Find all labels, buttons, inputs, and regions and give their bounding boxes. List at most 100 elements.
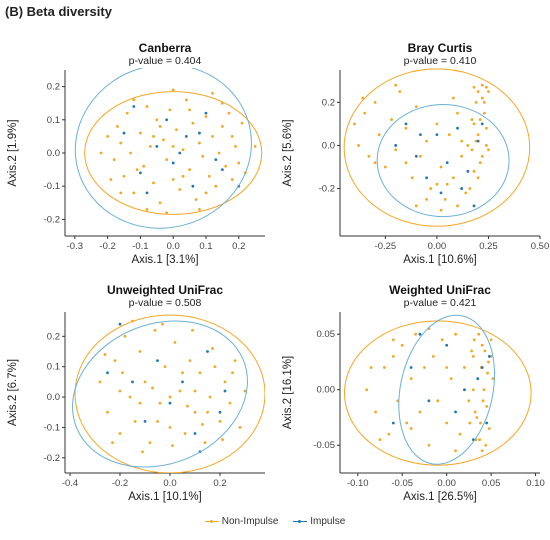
point-non-impulse (106, 135, 110, 138)
point-non-impulse (439, 165, 443, 169)
plot-title-bray-curtis: Bray Curtis (408, 41, 473, 55)
point-impulse (409, 366, 413, 369)
point-non-impulse (390, 118, 393, 121)
point-impulse (223, 389, 227, 393)
y-tick-label-canberra: 0.0 (47, 148, 60, 159)
point-non-impulse (243, 389, 247, 393)
y-tick-label-bray-curtis: 0.0 (322, 140, 335, 151)
point-non-impulse (218, 419, 222, 423)
point-non-impulse (369, 366, 373, 369)
x-tick-label-canberra: 0.1 (199, 241, 212, 252)
point-non-impulse (418, 410, 422, 414)
y-tick-label-bray-curtis: 0.2 (322, 97, 335, 108)
point-non-impulse (171, 444, 174, 448)
point-non-impulse (98, 380, 102, 384)
point-non-impulse (456, 204, 459, 208)
plot-title-canberra: Canberra (139, 41, 192, 55)
point-non-impulse (440, 338, 444, 342)
point-non-impulse (233, 359, 237, 363)
point-non-impulse (143, 380, 147, 384)
point-non-impulse (378, 438, 382, 442)
point-non-impulse (158, 201, 162, 205)
point-non-impulse (435, 122, 439, 126)
point-non-impulse (171, 178, 175, 181)
point-non-impulse (463, 366, 466, 369)
point-non-impulse (445, 366, 449, 369)
point-non-impulse (211, 91, 214, 95)
point-non-impulse (468, 187, 472, 190)
point-impulse (394, 144, 398, 147)
point-non-impulse (204, 115, 208, 118)
point-non-impulse (129, 151, 132, 155)
point-non-impulse (478, 438, 481, 442)
point-impulse (480, 366, 484, 369)
y-axis-label-canberra: Axis.2 [1.9%] (7, 119, 19, 186)
point-non-impulse (203, 441, 207, 445)
point-non-impulse (471, 388, 475, 392)
point-non-impulse (186, 404, 189, 408)
point-non-impulse (181, 174, 185, 178)
legend-key-non-impulse (204, 518, 219, 526)
point-non-impulse (410, 176, 414, 180)
point-non-impulse (106, 410, 109, 414)
point-non-impulse (158, 401, 162, 405)
point-non-impulse (220, 125, 224, 128)
point-non-impulse (230, 178, 234, 181)
point-impulse (485, 421, 489, 425)
point-non-impulse (445, 421, 449, 425)
plot-pvalue-canberra: p-value = 0.404 (129, 55, 202, 67)
point-non-impulse (425, 139, 428, 143)
point-non-impulse (480, 96, 484, 100)
point-non-impulse (429, 187, 433, 190)
point-non-impulse (484, 85, 488, 89)
point-non-impulse (158, 125, 162, 128)
point-non-impulse (123, 334, 127, 338)
point-non-impulse (466, 144, 470, 147)
legend-key-impulse (293, 518, 308, 526)
x-tick-label-unweighted-unifrac: 0.2 (213, 478, 226, 489)
ellipse-non-impulse (84, 91, 263, 215)
point-non-impulse (152, 181, 155, 185)
point-impulse (184, 135, 188, 138)
point-impulse (476, 139, 480, 143)
legend-label-non-impulse: Non-Impulse (221, 516, 279, 527)
point-non-impulse (184, 98, 188, 102)
point-impulse (391, 421, 395, 425)
point-non-impulse (152, 135, 155, 138)
y-tick-label-unweighted-unifrac: 0.0 (47, 392, 60, 403)
y-tick-label-canberra: 0.2 (47, 82, 60, 93)
point-non-impulse (171, 88, 175, 92)
legend-label-impulse: Impulse (310, 516, 346, 527)
point-non-impulse (464, 191, 468, 195)
point-impulse (454, 410, 457, 414)
point-non-impulse (473, 410, 477, 414)
plot-title-weighted-unifrac: Weighted UniFrac (389, 283, 491, 297)
point-non-impulse (479, 421, 482, 425)
point-non-impulse (223, 380, 227, 384)
point-non-impulse (452, 96, 455, 100)
y-tick-label-unweighted-unifrac: 0.2 (47, 331, 60, 342)
point-non-impulse (201, 422, 204, 426)
point-non-impulse (394, 83, 398, 87)
point-non-impulse (484, 443, 488, 447)
x-tick-label-canberra: 0.0 (167, 241, 180, 252)
point-non-impulse (148, 441, 152, 445)
point-non-impulse (483, 349, 487, 353)
point-non-impulse (404, 126, 408, 130)
point-non-impulse (480, 343, 484, 347)
point-non-impulse (142, 164, 146, 168)
point-impulse (220, 168, 224, 172)
point-non-impulse (173, 340, 177, 344)
plot-pvalue-bray-curtis: p-value = 0.410 (404, 55, 477, 67)
point-non-impulse (138, 350, 142, 353)
point-non-impulse (191, 121, 195, 125)
point-non-impulse (240, 121, 244, 125)
point-non-impulse (171, 144, 175, 148)
point-non-impulse (482, 111, 486, 115)
point-impulse (139, 171, 142, 175)
point-non-impulse (221, 438, 224, 441)
point-non-impulse (472, 122, 476, 126)
point-non-impulse (228, 401, 232, 405)
point-non-impulse (486, 371, 489, 375)
